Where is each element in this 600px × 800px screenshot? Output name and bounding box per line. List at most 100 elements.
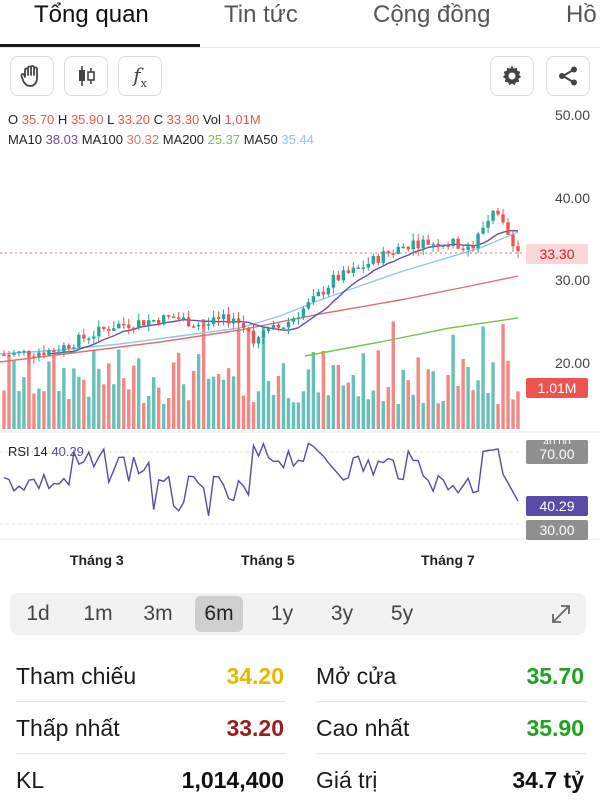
volume-label: KL bbox=[16, 767, 45, 793]
volume-bar bbox=[506, 360, 510, 429]
candle-body bbox=[331, 274, 336, 288]
volume-bar bbox=[27, 350, 31, 429]
volume-bar bbox=[351, 375, 356, 429]
volume-bar bbox=[57, 391, 61, 429]
volume-bar bbox=[336, 365, 341, 429]
candle-body bbox=[176, 317, 181, 320]
candle-body bbox=[57, 351, 61, 353]
volume-bar bbox=[231, 376, 236, 429]
volume-bar bbox=[331, 365, 336, 429]
candle-body bbox=[82, 334, 86, 339]
volume-value: 1,014,400 bbox=[181, 767, 284, 793]
volume-bar bbox=[236, 327, 241, 429]
volume-bar bbox=[226, 368, 231, 429]
period-3m[interactable]: 3m bbox=[143, 602, 173, 625]
period-1d[interactable]: 1d bbox=[26, 602, 50, 625]
candle-body bbox=[506, 222, 510, 235]
volume-bar bbox=[346, 382, 351, 429]
ref-label: Tham chiếu bbox=[16, 663, 137, 689]
candle-body bbox=[336, 274, 341, 281]
period-5y[interactable]: 5y bbox=[390, 602, 414, 625]
candle-body bbox=[117, 323, 121, 329]
volume-bar bbox=[152, 377, 156, 429]
volume-bar bbox=[441, 400, 445, 429]
volume-bar bbox=[471, 390, 475, 429]
volume-bar bbox=[176, 352, 181, 429]
candle-body bbox=[127, 324, 131, 328]
candle-body bbox=[97, 326, 101, 337]
volume-bar bbox=[7, 355, 11, 429]
tab-portfolio[interactable]: Hồ bbox=[566, 1, 597, 28]
row-divider bbox=[316, 753, 586, 754]
candle-body bbox=[276, 325, 281, 328]
volume-bar bbox=[72, 368, 76, 429]
candle-body bbox=[341, 270, 346, 281]
high-value: 35.90 bbox=[526, 715, 584, 741]
candle-body bbox=[37, 352, 41, 357]
period-1m[interactable]: 1m bbox=[83, 602, 113, 625]
volume-bar bbox=[62, 368, 66, 429]
rsi-lower-tag: 30.00 bbox=[526, 520, 588, 540]
tab-news[interactable]: Tin tức bbox=[224, 1, 298, 28]
row-divider bbox=[316, 701, 586, 702]
candle-body bbox=[426, 239, 430, 245]
hand-icon bbox=[20, 65, 38, 87]
period-6m[interactable]: 6m bbox=[195, 596, 243, 632]
candle-body bbox=[142, 320, 146, 326]
candle-body bbox=[226, 314, 231, 324]
candle-body bbox=[271, 325, 276, 328]
expand-icon[interactable] bbox=[548, 601, 574, 627]
volume-bar bbox=[2, 390, 6, 429]
candle-body bbox=[446, 245, 450, 247]
rsi-value-tag: 40.29 bbox=[526, 496, 588, 516]
volume-bar bbox=[87, 396, 91, 429]
candle-body bbox=[476, 233, 480, 249]
candle-body bbox=[311, 296, 316, 303]
volume-bar bbox=[291, 402, 296, 429]
volume-bar bbox=[221, 379, 226, 429]
gear-icon bbox=[502, 66, 522, 86]
indicator-button[interactable]: fx bbox=[118, 56, 162, 96]
high-label: Cao nhất bbox=[316, 715, 410, 741]
period-3y[interactable]: 3y bbox=[330, 602, 354, 625]
candle-body bbox=[181, 317, 186, 320]
chart-toolbar: fx bbox=[0, 56, 600, 100]
price-chart[interactable]: O 35.70 H 35.90 L 33.20 C 33.30 Vol 1,01… bbox=[0, 104, 600, 584]
share-button[interactable] bbox=[546, 56, 590, 96]
candle-body bbox=[436, 244, 440, 247]
ma-line bbox=[304, 317, 519, 357]
low-value: 33.20 bbox=[226, 715, 284, 741]
hand-tool-button[interactable] bbox=[10, 56, 54, 96]
volume-bar bbox=[102, 384, 106, 429]
chart-type-button[interactable] bbox=[64, 56, 108, 96]
candle-body bbox=[166, 315, 171, 317]
candle-body bbox=[171, 316, 176, 318]
candle-body bbox=[47, 350, 51, 356]
candle-body bbox=[122, 323, 126, 326]
volume-bar bbox=[376, 350, 380, 429]
candle-body bbox=[441, 245, 445, 247]
rsi-legend: RSI 14 40.29 bbox=[8, 444, 84, 459]
chart-settings-button[interactable] bbox=[490, 56, 534, 96]
volume-bar bbox=[366, 399, 370, 429]
volume-bars bbox=[2, 319, 520, 429]
volume-bar bbox=[12, 361, 16, 429]
candle-body bbox=[112, 328, 116, 331]
ma-line bbox=[0, 231, 519, 355]
candle-body bbox=[241, 323, 246, 328]
candle-body bbox=[67, 345, 71, 349]
low-label: Thấp nhất bbox=[16, 715, 120, 741]
volume-bar bbox=[516, 391, 520, 429]
candle-body bbox=[251, 330, 256, 344]
x-axis-label: Tháng 7 bbox=[421, 552, 475, 568]
tab-overview[interactable]: Tổng quan bbox=[34, 1, 149, 28]
volume-bar bbox=[306, 369, 311, 429]
volume-bar bbox=[52, 353, 56, 429]
stats-row: KL 1,014,400 Giá trị 34.7 tỷ bbox=[0, 754, 600, 800]
period-1y[interactable]: 1y bbox=[270, 602, 294, 625]
last-price-tag: 33.30 bbox=[526, 244, 588, 264]
x-axis-label: Tháng 3 bbox=[70, 552, 124, 568]
candle-body bbox=[401, 246, 405, 249]
volume-bar bbox=[356, 396, 361, 429]
tab-community[interactable]: Cộng đồng bbox=[373, 1, 491, 28]
